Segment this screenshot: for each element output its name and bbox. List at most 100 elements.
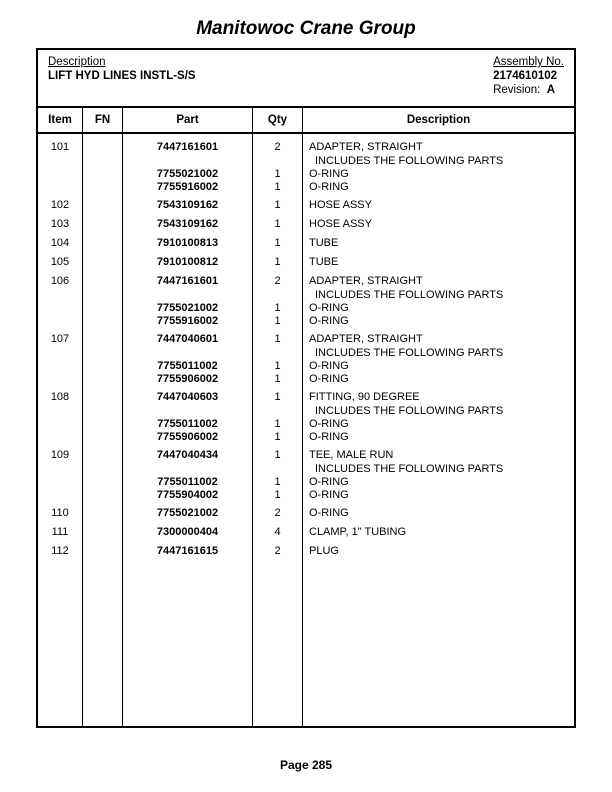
table-cell: 2 bbox=[253, 274, 302, 289]
table-cell bbox=[253, 155, 302, 168]
col-header-desc: Description bbox=[303, 108, 574, 132]
revision-value: A bbox=[547, 84, 555, 96]
table-cell: ADAPTER, STRAIGHT bbox=[309, 274, 574, 289]
table-cell: 7755904002 bbox=[123, 489, 252, 502]
col-header-part: Part bbox=[123, 108, 253, 132]
table-cell: 7755011002 bbox=[123, 476, 252, 489]
table-cell: 4 bbox=[253, 525, 302, 540]
table-cell bbox=[38, 360, 82, 373]
table-cell: 7447040601 bbox=[123, 332, 252, 347]
table-cell bbox=[83, 168, 122, 181]
table-cell: CLAMP, 1" TUBING bbox=[309, 525, 574, 540]
table-cell bbox=[83, 525, 122, 540]
table-cell: O-RING bbox=[309, 418, 574, 431]
table-cell bbox=[83, 390, 122, 405]
table-cell bbox=[38, 155, 82, 168]
table-cell bbox=[83, 405, 122, 418]
table-cell bbox=[83, 274, 122, 289]
table-cell: ADAPTER, STRAIGHT bbox=[309, 140, 574, 155]
table-cell: 109 bbox=[38, 448, 82, 463]
col-header-item: Item bbox=[38, 108, 83, 132]
table-cell bbox=[38, 289, 82, 302]
table-cell bbox=[83, 360, 122, 373]
table-cell: 7755011002 bbox=[123, 360, 252, 373]
table-cell: 7447040434 bbox=[123, 448, 252, 463]
table-cell bbox=[38, 431, 82, 444]
table-cell: 7755906002 bbox=[123, 431, 252, 444]
table-cell: 105 bbox=[38, 255, 82, 270]
col-fn bbox=[83, 134, 123, 726]
table-cell bbox=[83, 544, 122, 559]
table-cell: 1 bbox=[253, 217, 302, 232]
table-cell: 111 bbox=[38, 525, 82, 540]
table-cell: HOSE ASSY bbox=[309, 217, 574, 232]
table-cell bbox=[83, 332, 122, 347]
table-cell: 7755916002 bbox=[123, 315, 252, 328]
table-cell: INCLUDES THE FOLLOWING PARTS bbox=[309, 347, 574, 360]
table-cell: 2 bbox=[253, 506, 302, 521]
table-cell bbox=[83, 217, 122, 232]
table-cell: 102 bbox=[38, 198, 82, 213]
page-footer: Page 285 bbox=[0, 758, 612, 772]
table-cell bbox=[83, 236, 122, 251]
column-header-row: Item FN Part Qty Description bbox=[38, 108, 574, 134]
table-cell: 7447161615 bbox=[123, 544, 252, 559]
table-cell bbox=[83, 315, 122, 328]
table-cell: 107 bbox=[38, 332, 82, 347]
table-cell: 7910100813 bbox=[123, 236, 252, 251]
table-cell: O-RING bbox=[309, 360, 574, 373]
header-block: Description LIFT HYD LINES INSTL-S/S Ass… bbox=[38, 50, 574, 108]
table-cell bbox=[83, 181, 122, 194]
table-cell: O-RING bbox=[309, 506, 574, 521]
table-cell bbox=[83, 431, 122, 444]
table-cell: O-RING bbox=[309, 302, 574, 315]
col-part: 7447161601 77550210027755916002754310916… bbox=[123, 134, 253, 726]
table-cell bbox=[38, 463, 82, 476]
table-cell: INCLUDES THE FOLLOWING PARTS bbox=[309, 463, 574, 476]
table-cell: 110 bbox=[38, 506, 82, 521]
header-right: Assembly No. 2174610102 Revision: A bbox=[493, 56, 564, 96]
table-cell bbox=[253, 289, 302, 302]
table-cell bbox=[83, 255, 122, 270]
table-cell bbox=[83, 373, 122, 386]
table-cell: 7543109162 bbox=[123, 217, 252, 232]
table-cell: 7543109162 bbox=[123, 198, 252, 213]
table-cell: 1 bbox=[253, 476, 302, 489]
table-cell: O-RING bbox=[309, 431, 574, 444]
table-cell: ADAPTER, STRAIGHT bbox=[309, 332, 574, 347]
table-cell bbox=[253, 405, 302, 418]
table-cell: INCLUDES THE FOLLOWING PARTS bbox=[309, 289, 574, 302]
table-cell: 1 bbox=[253, 448, 302, 463]
table-cell: 2 bbox=[253, 544, 302, 559]
table-cell: 101 bbox=[38, 140, 82, 155]
table-cell bbox=[253, 347, 302, 360]
table-cell bbox=[38, 489, 82, 502]
assembly-value: 2174610102 bbox=[493, 70, 564, 82]
table-cell bbox=[38, 315, 82, 328]
table-cell bbox=[83, 476, 122, 489]
parts-table-frame: Description LIFT HYD LINES INSTL-S/S Ass… bbox=[36, 48, 576, 728]
table-cell: 7755916002 bbox=[123, 181, 252, 194]
description-value: LIFT HYD LINES INSTL-S/S bbox=[48, 70, 196, 82]
table-cell: 7755021002 bbox=[123, 506, 252, 521]
table-cell: TUBE bbox=[309, 236, 574, 251]
table-cell: 108 bbox=[38, 390, 82, 405]
table-cell bbox=[83, 155, 122, 168]
table-cell: O-RING bbox=[309, 181, 574, 194]
table-cell: 7755906002 bbox=[123, 373, 252, 386]
table-cell: O-RING bbox=[309, 373, 574, 386]
assembly-label: Assembly No. bbox=[493, 56, 564, 68]
table-cell: 1 bbox=[253, 373, 302, 386]
table-cell: 7755011002 bbox=[123, 418, 252, 431]
table-cell: 112 bbox=[38, 544, 82, 559]
table-cell: 1 bbox=[253, 255, 302, 270]
table-cell: 1 bbox=[253, 168, 302, 181]
table-cell: 7447040603 bbox=[123, 390, 252, 405]
table-cell: INCLUDES THE FOLLOWING PARTS bbox=[309, 155, 574, 168]
table-cell: O-RING bbox=[309, 168, 574, 181]
table-cell bbox=[83, 463, 122, 476]
table-cell bbox=[123, 155, 252, 168]
table-cell bbox=[83, 506, 122, 521]
table-cell bbox=[83, 347, 122, 360]
table-cell: 1 bbox=[253, 315, 302, 328]
